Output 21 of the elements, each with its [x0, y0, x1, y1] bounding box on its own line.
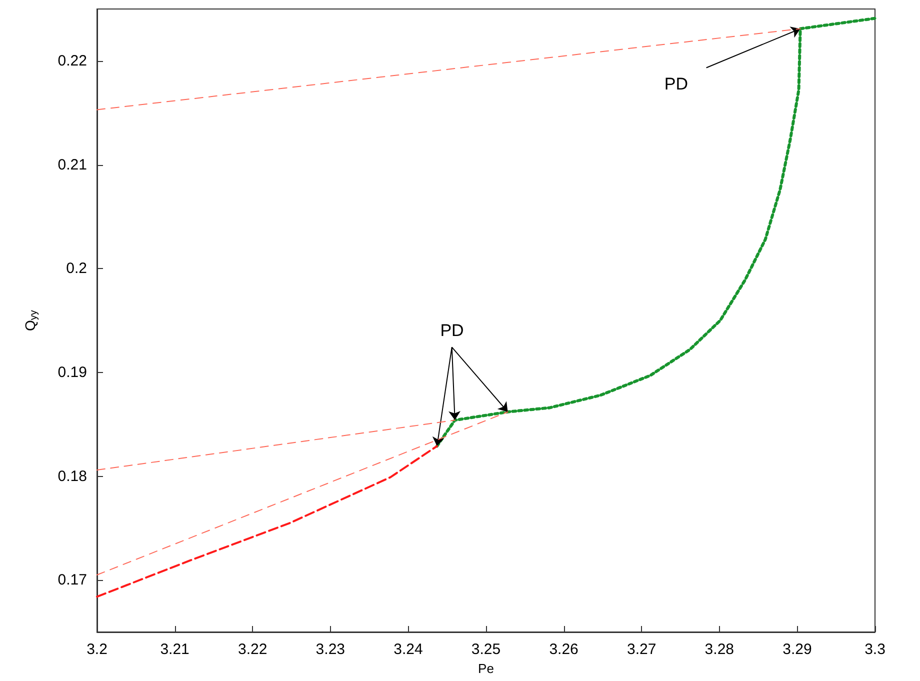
x-tick-label: 3.29: [782, 641, 812, 658]
y-tick-label: 0.17: [58, 572, 87, 589]
x-tick-label: 3.3: [864, 641, 886, 658]
y-tick-label: 0.22: [58, 52, 87, 70]
y-axis-title: Qyy: [22, 310, 40, 331]
y-tick-label: 0.21: [58, 156, 87, 174]
annotation: PD: [664, 74, 688, 94]
x-tick-label: 3.23: [316, 641, 345, 658]
x-axis-title: Pe: [478, 660, 494, 676]
x-tick-label: 3.28: [704, 641, 734, 658]
x-tick-label: 3.27: [627, 641, 656, 658]
y-tick-label: 0.19: [58, 364, 87, 381]
annotation: PD: [440, 321, 464, 340]
x-tick-label: 3.2: [86, 641, 108, 658]
x-tick-label: 3.22: [238, 641, 268, 658]
x-tick-label: 3.25: [471, 641, 501, 658]
x-tick-label: 3.24: [394, 641, 423, 658]
x-tick-label: 3.26: [549, 641, 578, 658]
y-tick-label: 0.2: [66, 260, 87, 278]
y-tick-label: 0.18: [58, 468, 87, 485]
x-tick-label: 3.21: [160, 641, 190, 658]
